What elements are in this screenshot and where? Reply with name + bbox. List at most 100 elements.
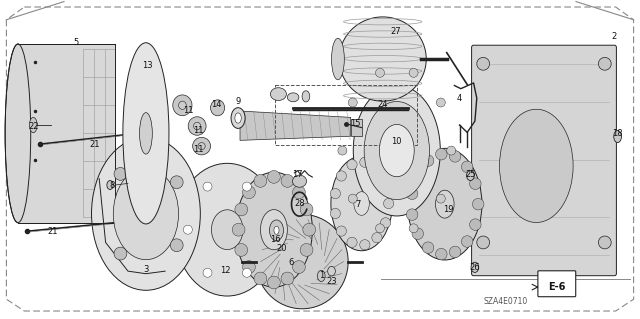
Text: 21: 21 (47, 227, 58, 236)
Text: 24: 24 (378, 100, 388, 109)
Ellipse shape (317, 271, 325, 282)
Circle shape (472, 198, 484, 210)
Ellipse shape (328, 266, 335, 276)
Circle shape (203, 182, 212, 191)
Circle shape (330, 189, 340, 199)
Ellipse shape (467, 170, 474, 181)
Circle shape (461, 161, 473, 173)
Text: SZA4E0710: SZA4E0710 (483, 297, 528, 306)
Text: 22: 22 (28, 122, 38, 130)
Circle shape (449, 151, 461, 162)
Circle shape (598, 236, 611, 249)
Ellipse shape (287, 93, 299, 102)
Circle shape (477, 57, 490, 70)
Ellipse shape (408, 148, 482, 260)
Circle shape (170, 176, 183, 189)
Circle shape (114, 167, 127, 180)
Ellipse shape (332, 38, 344, 80)
Ellipse shape (188, 117, 206, 135)
Circle shape (347, 237, 357, 248)
Circle shape (243, 261, 255, 273)
Circle shape (348, 194, 357, 203)
Circle shape (436, 249, 447, 260)
Ellipse shape (380, 124, 414, 177)
Circle shape (235, 203, 248, 216)
Circle shape (436, 194, 445, 203)
Circle shape (470, 178, 481, 189)
Text: 11: 11 (184, 106, 194, 115)
Circle shape (300, 203, 313, 216)
Circle shape (254, 174, 267, 187)
Circle shape (114, 247, 127, 260)
Circle shape (449, 246, 461, 258)
Circle shape (406, 209, 418, 220)
Circle shape (292, 261, 305, 273)
Text: 11: 11 (193, 126, 204, 135)
Circle shape (436, 148, 447, 160)
Circle shape (170, 239, 183, 252)
Circle shape (235, 243, 248, 256)
Text: 15: 15 (350, 119, 360, 128)
Text: 3: 3 (143, 265, 148, 274)
Text: 7: 7 (356, 200, 361, 209)
Ellipse shape (123, 43, 169, 224)
Ellipse shape (354, 192, 369, 215)
Circle shape (470, 219, 481, 230)
Text: 12: 12 (220, 266, 230, 275)
Circle shape (347, 160, 357, 170)
Ellipse shape (260, 210, 287, 250)
Ellipse shape (107, 181, 113, 189)
Circle shape (422, 155, 434, 167)
Text: 16: 16 (270, 235, 280, 244)
Text: 27: 27 (390, 27, 401, 36)
Ellipse shape (269, 220, 284, 241)
Ellipse shape (211, 100, 225, 116)
Ellipse shape (92, 137, 200, 290)
Circle shape (380, 179, 390, 189)
Bar (351, 119, 362, 136)
Circle shape (281, 272, 294, 285)
Circle shape (477, 236, 490, 249)
Circle shape (406, 188, 418, 199)
Ellipse shape (113, 168, 179, 260)
Circle shape (436, 98, 445, 107)
Text: 4: 4 (457, 94, 462, 103)
Circle shape (412, 228, 424, 240)
Ellipse shape (435, 190, 454, 218)
Text: 20: 20 (276, 244, 287, 253)
Ellipse shape (339, 17, 426, 101)
Text: 23: 23 (326, 277, 337, 286)
Circle shape (232, 223, 245, 236)
Circle shape (380, 218, 390, 228)
Ellipse shape (292, 175, 307, 187)
Circle shape (372, 233, 382, 243)
Ellipse shape (302, 91, 310, 102)
Text: 2: 2 (612, 32, 617, 41)
Circle shape (268, 170, 280, 183)
Ellipse shape (193, 137, 211, 155)
Bar (275, 85, 417, 145)
Ellipse shape (236, 172, 312, 287)
Text: 6: 6 (289, 258, 294, 267)
Text: 19: 19 (443, 205, 453, 214)
Bar (18, 44, 115, 223)
Circle shape (372, 164, 382, 174)
Text: 9: 9 (236, 97, 241, 106)
Ellipse shape (179, 101, 186, 109)
Ellipse shape (270, 88, 287, 100)
Text: 18: 18 (612, 129, 623, 138)
Circle shape (338, 146, 347, 155)
Ellipse shape (5, 44, 31, 223)
FancyBboxPatch shape (472, 45, 616, 276)
Ellipse shape (614, 130, 621, 143)
Circle shape (268, 276, 280, 289)
Circle shape (336, 171, 346, 181)
Circle shape (461, 236, 473, 247)
Circle shape (409, 68, 418, 77)
Circle shape (360, 157, 370, 167)
Circle shape (376, 224, 385, 233)
Text: 17: 17 (292, 170, 303, 179)
Circle shape (303, 223, 316, 236)
Text: 8: 8 (109, 181, 115, 189)
Text: 25: 25 (465, 170, 476, 179)
